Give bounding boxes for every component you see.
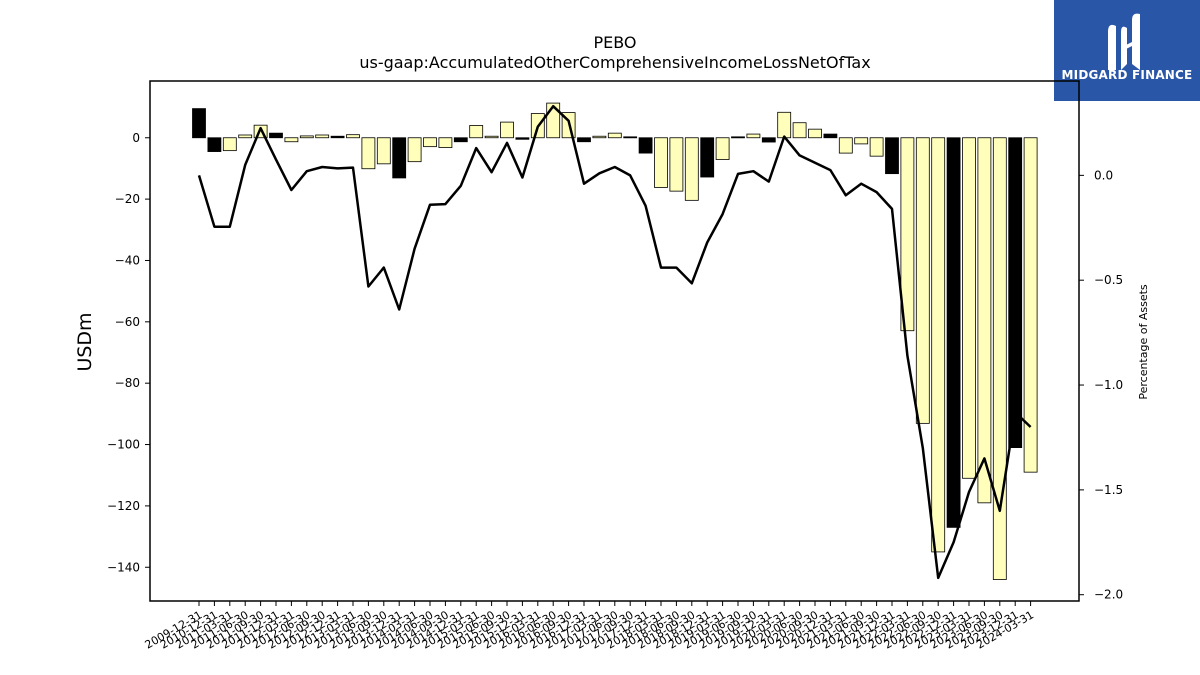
bar bbox=[992, 137, 1007, 580]
bar bbox=[453, 137, 468, 143]
y-tick-label: −60 bbox=[115, 315, 140, 329]
bar bbox=[638, 137, 653, 154]
y2-tick-label: −1.5 bbox=[1094, 483, 1123, 497]
line-percentage-of-assets bbox=[197, 104, 1032, 580]
bar bbox=[700, 137, 715, 178]
bar bbox=[238, 134, 253, 139]
bar bbox=[469, 125, 484, 139]
bar bbox=[731, 136, 745, 139]
bar bbox=[854, 137, 869, 145]
bar bbox=[577, 137, 591, 143]
bar bbox=[515, 137, 530, 140]
bar bbox=[654, 137, 668, 188]
plot-frame bbox=[149, 80, 1080, 602]
brand-name: MIDGARD FINANCE bbox=[1061, 68, 1193, 82]
bar bbox=[284, 137, 299, 143]
bar-series bbox=[192, 102, 1038, 580]
bar bbox=[222, 137, 237, 152]
bar bbox=[592, 135, 607, 139]
y2-tick-label: −2.0 bbox=[1094, 588, 1123, 602]
bar bbox=[484, 135, 499, 139]
y2-tick-label: −0.5 bbox=[1094, 273, 1123, 287]
bar bbox=[407, 137, 422, 163]
y2-tick-label: −1.0 bbox=[1094, 378, 1123, 392]
line-series bbox=[197, 104, 1032, 580]
chart-title: PEBO bbox=[593, 33, 636, 52]
bar bbox=[885, 137, 899, 175]
bar bbox=[777, 111, 792, 139]
bar bbox=[192, 108, 206, 139]
bar bbox=[792, 122, 807, 139]
y-tick-label: −100 bbox=[107, 438, 140, 452]
bar bbox=[977, 137, 992, 504]
bar bbox=[438, 137, 453, 148]
bar bbox=[946, 137, 961, 528]
y-tick-label: −140 bbox=[107, 560, 140, 574]
y-tick-label: −120 bbox=[107, 499, 140, 513]
bar bbox=[315, 134, 330, 139]
bar bbox=[931, 137, 946, 553]
bar bbox=[869, 137, 884, 157]
chart-subtitle: us-gaap:AccumulatedOtherComprehensiveInc… bbox=[359, 53, 870, 72]
midgard-logo-icon bbox=[1108, 13, 1140, 71]
bar bbox=[962, 137, 976, 479]
bar bbox=[607, 132, 622, 139]
bar bbox=[761, 137, 776, 143]
bar bbox=[346, 134, 360, 139]
bar bbox=[269, 132, 283, 139]
bar bbox=[900, 137, 915, 332]
bar bbox=[669, 137, 684, 192]
bar bbox=[823, 133, 838, 139]
y2-axis-label: Percentage of Assets bbox=[1137, 284, 1150, 400]
bar bbox=[546, 102, 561, 139]
y-axis-ticks: 0 −20 −40 −60 −80 −100 −120 −140 bbox=[107, 131, 150, 574]
bar bbox=[684, 137, 699, 201]
bar bbox=[915, 137, 930, 424]
bar bbox=[500, 121, 514, 139]
y2-tick-label: 0.0 bbox=[1094, 168, 1113, 182]
y-tick-label: 0 bbox=[132, 131, 140, 145]
bar bbox=[838, 137, 853, 154]
bar bbox=[330, 135, 345, 139]
y-tick-label: −20 bbox=[115, 192, 140, 206]
bar bbox=[207, 137, 222, 152]
bar bbox=[423, 137, 437, 148]
bar bbox=[1023, 137, 1038, 473]
y-tick-label: −80 bbox=[115, 376, 140, 390]
bar bbox=[808, 128, 822, 139]
y-axis-label: USDm bbox=[74, 312, 96, 371]
bar bbox=[746, 133, 761, 139]
x-axis-ticks: 2009-12-312010-12-312011-03-312011-06-30… bbox=[143, 601, 1036, 652]
bar bbox=[392, 137, 407, 179]
bar bbox=[1008, 137, 1023, 449]
y-tick-label: −40 bbox=[115, 253, 140, 267]
bar bbox=[715, 137, 730, 160]
y2-axis-ticks: 0.0 −0.5 −1.0 −1.5 −2.0 bbox=[1079, 168, 1123, 602]
bar bbox=[623, 136, 638, 139]
bar bbox=[361, 137, 376, 170]
bar bbox=[376, 137, 391, 165]
bar bbox=[299, 135, 314, 139]
